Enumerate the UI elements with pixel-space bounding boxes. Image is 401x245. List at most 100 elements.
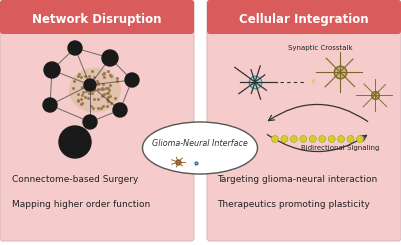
Text: Mapping higher order function: Mapping higher order function: [12, 200, 150, 209]
Circle shape: [84, 79, 96, 91]
Point: [79, 85, 86, 89]
Point: [107, 94, 113, 98]
Point: [75, 92, 82, 96]
Point: [99, 93, 106, 97]
Point: [82, 79, 89, 83]
Circle shape: [68, 41, 82, 55]
Circle shape: [271, 135, 279, 143]
Point: [101, 92, 107, 96]
Circle shape: [281, 135, 288, 143]
Point: [111, 96, 118, 100]
Point: [105, 91, 111, 95]
Text: ⚡: ⚡: [310, 77, 316, 87]
Point: [98, 107, 104, 110]
Point: [89, 69, 95, 73]
Point: [91, 97, 97, 101]
Point: [89, 88, 96, 92]
Point: [89, 91, 95, 95]
Point: [108, 101, 115, 105]
Point: [95, 87, 101, 91]
Text: Therapeutics promoting plasticity: Therapeutics promoting plasticity: [217, 200, 370, 209]
FancyBboxPatch shape: [207, 0, 401, 241]
Circle shape: [83, 115, 97, 129]
Ellipse shape: [69, 68, 121, 112]
Point: [105, 99, 111, 103]
Point: [101, 72, 107, 75]
Point: [98, 87, 104, 91]
Point: [90, 86, 97, 90]
Point: [90, 106, 96, 110]
FancyBboxPatch shape: [0, 0, 194, 241]
Text: Bidirectional Signaling: Bidirectional Signaling: [301, 145, 379, 151]
Point: [94, 79, 101, 83]
Text: Glioma-Neural Interface: Glioma-Neural Interface: [152, 138, 248, 147]
Point: [87, 81, 93, 85]
Point: [100, 72, 107, 76]
FancyBboxPatch shape: [0, 0, 194, 34]
Point: [113, 79, 120, 83]
Point: [105, 86, 111, 90]
Point: [106, 88, 112, 92]
Point: [94, 97, 101, 101]
Circle shape: [356, 135, 363, 143]
Circle shape: [300, 135, 307, 143]
Point: [89, 84, 95, 88]
Point: [99, 87, 106, 91]
Point: [103, 86, 109, 90]
Point: [113, 76, 120, 80]
Point: [83, 85, 89, 89]
Point: [78, 75, 84, 79]
Text: Targeting glioma-neural interaction: Targeting glioma-neural interaction: [217, 175, 377, 184]
Point: [84, 80, 90, 84]
Circle shape: [43, 98, 57, 112]
Point: [95, 106, 101, 110]
Circle shape: [44, 62, 60, 78]
Point: [91, 88, 97, 92]
Point: [70, 86, 77, 89]
Circle shape: [328, 135, 335, 143]
FancyBboxPatch shape: [207, 0, 401, 34]
Text: Connectome-based Surgery: Connectome-based Surgery: [12, 175, 138, 184]
Point: [86, 74, 92, 78]
Point: [107, 73, 113, 77]
Point: [95, 81, 101, 85]
Text: Cellular Integration: Cellular Integration: [239, 12, 369, 25]
Point: [105, 69, 111, 73]
Point: [108, 74, 114, 78]
Text: Synaptic Crosstalk: Synaptic Crosstalk: [288, 45, 352, 51]
Point: [71, 79, 77, 83]
Point: [83, 89, 89, 93]
Text: Network Disruption: Network Disruption: [32, 12, 162, 25]
Point: [99, 94, 105, 98]
Point: [78, 97, 84, 101]
Point: [100, 104, 107, 108]
Point: [76, 72, 82, 76]
Point: [82, 74, 89, 78]
Circle shape: [59, 126, 91, 158]
Point: [104, 97, 110, 101]
Point: [98, 86, 105, 90]
Point: [89, 80, 95, 84]
Circle shape: [290, 135, 298, 143]
Point: [79, 90, 86, 94]
Circle shape: [113, 103, 127, 117]
Point: [104, 104, 110, 108]
Point: [75, 98, 81, 102]
Circle shape: [347, 135, 354, 143]
Point: [104, 91, 110, 95]
Circle shape: [319, 135, 326, 143]
Point: [77, 102, 84, 106]
Circle shape: [338, 135, 344, 143]
Point: [99, 82, 106, 86]
Point: [75, 74, 81, 78]
Point: [94, 83, 101, 86]
Point: [101, 75, 107, 79]
Point: [86, 91, 92, 95]
Point: [104, 95, 111, 98]
Point: [79, 101, 85, 105]
Circle shape: [102, 50, 118, 66]
Point: [75, 99, 82, 103]
Point: [82, 95, 88, 99]
Point: [79, 93, 86, 97]
Circle shape: [125, 73, 139, 87]
